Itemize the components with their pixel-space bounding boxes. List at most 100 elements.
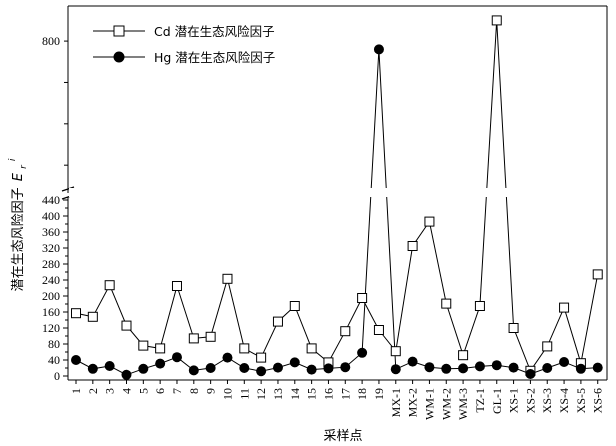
cd-point [441,298,452,309]
cd-point [188,333,199,344]
cd-point [205,331,216,342]
cd-point [171,281,182,291]
series-markers [71,15,603,380]
legend-label-hg: Hg 潜在生态风险因子 [154,50,275,65]
hg-point [155,358,166,369]
x-tick-label: 2 [86,388,100,394]
cd-point [491,15,502,26]
y-tick-label: 400 [42,209,60,223]
hg-point [71,355,81,365]
hg-point [205,363,216,373]
hg-point [441,363,452,374]
cd-point [458,350,469,361]
x-tick-label: XS-3 [540,388,554,413]
hg-point [121,369,132,380]
x-tick-label: 18 [355,388,369,400]
hg-point [138,363,149,374]
cd-point [559,302,570,313]
hg-point [542,363,553,373]
hg-point [424,362,435,373]
y-tick-label: 120 [42,321,60,335]
cd-point [390,346,401,357]
cd-point [121,320,132,331]
hg-point [188,365,199,376]
hg-point [222,352,233,363]
x-tick-label: 14 [288,388,302,400]
cd-point [104,280,115,291]
x-tick-label: 7 [170,388,184,394]
x-tick-label: 5 [136,388,150,394]
x-tick-label: WM-3 [456,388,470,420]
hg-point [340,362,351,373]
series-line-hg [75,49,598,376]
x-tick-label: XS-1 [507,388,521,413]
x-tick-label: 9 [204,388,218,394]
hg-point [87,363,98,374]
cd-point [357,293,368,303]
y-tick-label: 800 [42,34,60,48]
cd-point [289,301,300,311]
cd-point [155,343,166,354]
x-tick-label: 19 [372,388,386,400]
cd-point [508,323,519,333]
hg-point [373,44,384,55]
hg-point [239,363,250,373]
hg-point [306,364,317,375]
y-tick-label: 0 [54,369,60,383]
x-tick-label: 12 [254,388,268,400]
axis-break-gap [69,188,606,197]
x-tick-label: 4 [119,388,133,394]
y-tick-label: 80 [48,337,60,351]
y-tick-label: 40 [48,353,60,367]
y-axis-title-sup: i [8,158,18,161]
x-tick-label: MX-2 [406,388,420,417]
hg-point [508,362,519,373]
hg-point [256,366,267,377]
hg-point [323,363,334,374]
cd-point [407,241,418,251]
cd-point [306,343,317,354]
y-tick-label: 200 [42,289,60,303]
y-tick-label: 320 [42,241,60,255]
hg-point [575,363,586,374]
legend-marker-cd [113,25,125,37]
y-tick-label: 280 [42,257,60,271]
x-tick-label: TZ-1 [473,388,487,413]
hg-point [491,360,502,371]
x-tick-label: 16 [321,388,335,400]
hg-point [357,347,368,358]
hg-point [104,361,115,371]
legend-label-cd: Cd 潜在生态风险因子 [154,24,275,39]
hg-point [390,364,401,375]
x-tick-label: 6 [153,388,167,394]
hg-point [559,357,570,367]
x-tick-label: XS-4 [557,388,571,413]
x-tick-label: MX-1 [389,388,403,417]
x-tick-label: 10 [220,388,234,400]
x-tick-label: 13 [271,388,285,400]
y-tick-label: 440 [42,193,60,207]
x-tick-label: WM-1 [422,388,436,420]
x-axis-title: 采样点 [323,429,362,444]
x-tick-label: WM-2 [439,388,453,420]
cd-point [340,326,351,337]
cd-point [474,301,485,311]
cd-point [87,311,98,322]
cd-point [239,343,250,354]
cd-point [373,325,384,335]
cd-point [592,269,603,280]
legend: Cd 潜在生态风险因子 Hg 潜在生态风险因子 [93,24,275,65]
y-tick-label: 360 [42,225,60,239]
hg-point [592,362,603,373]
y-axis-title-text: 潜在生态风险因子 [11,187,26,291]
y-tick-label: 160 [42,305,60,319]
x-tick-label: 11 [237,388,251,400]
cd-point [256,352,267,363]
y-axis-title-sub: r [19,164,29,169]
x-tick-label: GL-1 [490,388,504,414]
series-line-cd [75,20,599,372]
x-tick-label: XS-2 [523,388,537,413]
hg-point [289,357,300,368]
cd-point [138,340,149,351]
